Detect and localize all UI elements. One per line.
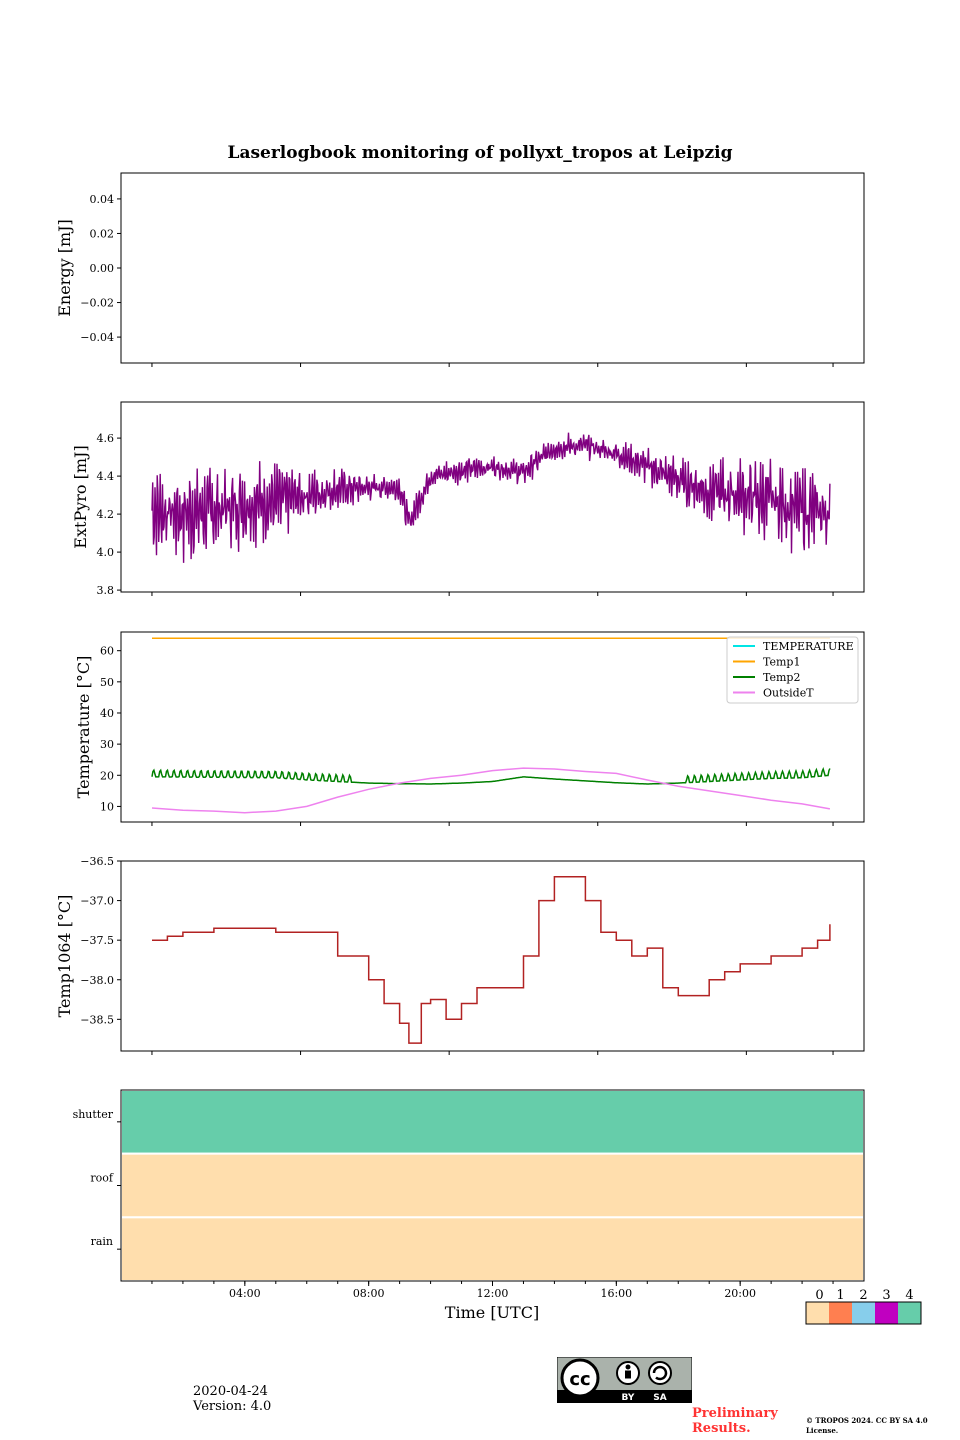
status-row-rain bbox=[120, 1216, 865, 1283]
energy-ytick-label: 0.02 bbox=[90, 227, 115, 240]
temp1064-ytick-label: −37.0 bbox=[80, 895, 114, 908]
colorbar-swatch-2 bbox=[852, 1302, 875, 1324]
energy-ytick-label: −0.04 bbox=[80, 331, 114, 344]
temp1064-ytick-label: −36.5 bbox=[80, 855, 114, 868]
energy-ylabel: Energy [mJ] bbox=[55, 219, 74, 317]
colorbar-swatch-0 bbox=[806, 1302, 829, 1324]
energy-yticks: −0.04 −0.02 0.00 0.02 0.04 bbox=[80, 193, 121, 344]
footer-date: 2020-04-24 bbox=[193, 1384, 268, 1399]
temperature-ylabel: Temperature [°C] bbox=[74, 656, 93, 799]
energy-ytick-label: 0.00 bbox=[90, 262, 115, 275]
cc-logo-text: cc bbox=[569, 1369, 590, 1390]
temperature-legend: TEMPERATURE Temp1 Temp2 OutsideT bbox=[726, 636, 859, 704]
status-xtick-label: 04:00 bbox=[229, 1287, 261, 1300]
extpyro-ytick-label: 4.2 bbox=[97, 508, 115, 521]
colorbar-label-2: 2 bbox=[859, 1288, 867, 1303]
status-row-shutter bbox=[120, 1089, 865, 1155]
status-row-roof bbox=[120, 1152, 865, 1219]
extpyro-ylabel: ExtPyro [mJ] bbox=[71, 445, 90, 548]
legend-label-outsidet: OutsideT bbox=[763, 687, 814, 700]
chart-title: Laserlogbook monitoring of pollyxt_tropo… bbox=[227, 143, 732, 163]
legend-label-temp2: Temp2 bbox=[763, 671, 800, 684]
colorbar-swatch-3 bbox=[875, 1302, 898, 1324]
temperature-yticks: 10 20 30 40 50 60 bbox=[100, 645, 121, 813]
colorbar-swatch-4 bbox=[898, 1302, 921, 1324]
temperature-line-temp2 bbox=[151, 767, 831, 785]
preliminary-results-note: Preliminary Results. bbox=[692, 1406, 778, 1436]
extpyro-line bbox=[151, 432, 831, 563]
extpyro-ytick-label: 4.6 bbox=[97, 432, 115, 445]
status-xlabel: Time [UTC] bbox=[445, 1303, 539, 1322]
cc-sa-text: SA bbox=[653, 1393, 666, 1403]
energy-ytick-label: 0.04 bbox=[90, 193, 115, 206]
temp1064-yticks: −38.5 −38.0 −37.5 −37.0 −36.5 bbox=[80, 855, 121, 1026]
extpyro-yticks: 3.8 4.0 4.2 4.4 4.6 bbox=[97, 432, 121, 597]
cc-by-text: BY bbox=[622, 1393, 635, 1403]
panel-status: shutter roof rain 04:00 08:00 12:00 16:00 20:0… bbox=[73, 1089, 865, 1322]
temperature-ytick-label: 20 bbox=[100, 769, 114, 782]
status-xtick-label: 20:00 bbox=[724, 1287, 756, 1300]
temp1064-ytick-label: −37.5 bbox=[80, 934, 114, 947]
colorbar-label-3: 3 bbox=[882, 1288, 890, 1303]
status-row-label: roof bbox=[90, 1172, 114, 1185]
status-xtick-label: 12:00 bbox=[477, 1287, 509, 1300]
energy-ytick-label: −0.02 bbox=[80, 297, 114, 310]
temp1064-ylabel: Temp1064 [°C] bbox=[55, 895, 74, 1018]
temperature-ytick-label: 10 bbox=[100, 800, 114, 813]
cc-license-badge: cc BY SA bbox=[557, 1357, 692, 1403]
colorbar-frame bbox=[805, 1301, 922, 1325]
temp1064-line bbox=[152, 876, 831, 1044]
panel-temp1064: −38.5 −38.0 −37.5 −37.0 −36.5 Temp1064 [°C] bbox=[55, 855, 865, 1052]
shared-xticks bbox=[151, 363, 834, 1055]
copyright-note: © TROPOS 2024. CC BY SA 4.0 License. bbox=[806, 1416, 928, 1435]
cc-logo-icon bbox=[560, 1358, 600, 1398]
legend-label-temperature: TEMPERATURE bbox=[763, 640, 854, 653]
colorbar-label-0: 0 bbox=[815, 1288, 823, 1303]
status-xticks: 04:00 08:00 12:00 16:00 20:00 bbox=[151, 1281, 834, 1300]
status-xtick-label: 08:00 bbox=[353, 1287, 385, 1300]
temperature-line-outsidet bbox=[151, 767, 831, 814]
temperature-ytick-label: 30 bbox=[100, 738, 114, 751]
colorbar-label-1: 1 bbox=[836, 1288, 844, 1303]
share-alike-icon bbox=[648, 1361, 672, 1385]
extpyro-ytick-label: 4.0 bbox=[97, 546, 115, 559]
panel-energy: −0.04 −0.02 0.00 0.02 0.04 Energy [mJ] bbox=[55, 172, 865, 364]
temperature-ytick-label: 50 bbox=[100, 676, 114, 689]
status-row-label: rain bbox=[91, 1235, 113, 1248]
panel-extpyro: 3.8 4.0 4.2 4.4 4.6 ExtPyro [mJ] bbox=[71, 401, 865, 597]
temperature-ytick-label: 60 bbox=[100, 645, 114, 658]
extpyro-ytick-label: 4.4 bbox=[97, 470, 115, 483]
temp1064-ytick-label: −38.5 bbox=[80, 1013, 114, 1026]
panel-temperature: 10 20 30 40 50 60 Temperature [°C] TEMPERATUR… bbox=[74, 631, 865, 823]
legend-label-temp1: Temp1 bbox=[763, 656, 800, 669]
temperature-ytick-label: 40 bbox=[100, 707, 114, 720]
status-xtick-label: 16:00 bbox=[600, 1287, 632, 1300]
colorbar-swatch-1 bbox=[829, 1302, 852, 1324]
extpyro-ytick-label: 3.8 bbox=[97, 584, 115, 597]
footer-version: Version: 4.0 bbox=[193, 1399, 272, 1414]
colorbar-label-4: 4 bbox=[905, 1288, 913, 1303]
status-row-label: shutter bbox=[73, 1108, 114, 1121]
temp1064-ytick-label: −38.0 bbox=[80, 974, 114, 987]
